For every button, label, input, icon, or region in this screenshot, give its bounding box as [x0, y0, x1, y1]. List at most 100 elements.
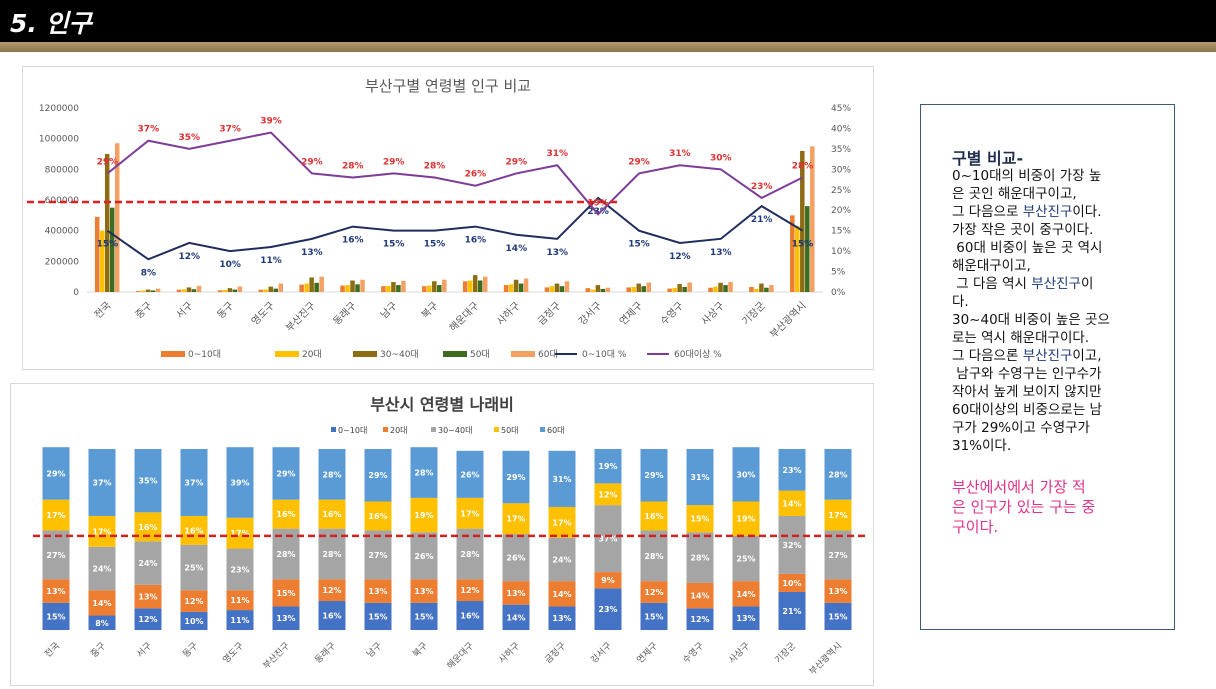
- bar: [646, 282, 651, 292]
- segment-label: 13%: [46, 587, 65, 596]
- data-label: 10%: [219, 260, 241, 270]
- stacked-segment: [640, 581, 668, 603]
- bar: [432, 281, 437, 292]
- segment-label: 14%: [736, 590, 755, 599]
- bar: [600, 288, 606, 292]
- data-label: 23%: [751, 182, 773, 192]
- x-tick-label: 동구: [215, 300, 237, 322]
- stacked-segment: [42, 579, 70, 603]
- stacked-segment: [594, 449, 622, 484]
- data-label: 15%: [383, 240, 405, 250]
- segment-label: 13%: [138, 593, 157, 602]
- data-label: 30%: [710, 153, 732, 163]
- stacked-segment: [134, 608, 162, 630]
- segment-label: 27%: [46, 551, 65, 560]
- stacked-segment: [364, 602, 392, 630]
- segment-label: 27%: [828, 551, 847, 560]
- bar: [790, 215, 795, 292]
- stacked-segment: [364, 449, 392, 502]
- segment-label: 15%: [414, 612, 433, 621]
- stacked-segment: [410, 532, 438, 580]
- segment-label: 24%: [138, 559, 157, 568]
- y-right-tick: 40%: [831, 124, 851, 134]
- stacked-segment: [318, 449, 346, 500]
- segment-label: 28%: [690, 554, 709, 563]
- segment-label: 14%: [782, 499, 801, 508]
- note-line: 그 다음 역시 부산진구이: [952, 276, 1094, 292]
- legend-label: 20대: [390, 426, 408, 435]
- segment-label: 16%: [322, 612, 341, 621]
- segment-label: 28%: [276, 550, 295, 559]
- data-label: 11%: [260, 256, 282, 266]
- segment-label: 15%: [276, 589, 295, 598]
- x-tick-label: 동구: [181, 640, 200, 659]
- x-tick-label: 부산진구: [283, 300, 318, 335]
- segment-label: 28%: [322, 470, 341, 479]
- data-label: 28%: [792, 162, 814, 172]
- segment-label: 29%: [644, 471, 663, 480]
- bar: [605, 287, 611, 292]
- legend-swatch: [353, 351, 377, 357]
- segment-label: 35%: [138, 477, 157, 486]
- stacked-segment: [824, 449, 852, 500]
- segment-label: 29%: [276, 469, 295, 478]
- bar: [687, 282, 692, 292]
- segment-label: 12%: [690, 615, 709, 624]
- bar: [442, 279, 447, 292]
- note-line: 은 곳인 해운대구이고,: [952, 186, 1077, 202]
- bar: [99, 230, 105, 292]
- bar: [427, 285, 432, 292]
- stacked-segment: [42, 530, 70, 580]
- stacked-segment: [318, 601, 346, 630]
- segment-label: 28%: [322, 550, 341, 559]
- stacked-segment: [732, 535, 760, 582]
- bar: [518, 283, 524, 292]
- data-label: 15%: [628, 240, 650, 250]
- bar: [437, 285, 442, 292]
- stacked-segment: [364, 501, 392, 531]
- segment-label: 14%: [690, 592, 709, 601]
- data-label: 15%: [97, 240, 119, 250]
- line-youth-pct: [106, 196, 804, 261]
- segment-label: 16%: [368, 512, 387, 521]
- data-label: 26%: [465, 170, 487, 180]
- bar: [391, 282, 396, 292]
- segment-label: 16%: [276, 510, 295, 519]
- stacked-segment: [640, 602, 668, 630]
- segment-label: 13%: [552, 614, 571, 623]
- segment-label: 14%: [506, 613, 525, 622]
- data-label: 29%: [628, 157, 650, 167]
- segment-label: 17%: [828, 511, 847, 520]
- x-tick-label: 중구: [89, 640, 108, 659]
- stacked-segment: [594, 572, 622, 589]
- y-right-tick: 35%: [831, 145, 851, 155]
- segment-label: 14%: [552, 590, 571, 599]
- segment-label: 28%: [414, 469, 433, 478]
- bar: [104, 154, 110, 292]
- segment-label: 17%: [506, 515, 525, 524]
- segment-label: 12%: [598, 490, 617, 499]
- segment-label: 14%: [92, 599, 111, 608]
- stacked-segment: [594, 483, 622, 506]
- bar: [304, 283, 309, 292]
- bar: [386, 285, 391, 292]
- data-label: 37%: [138, 125, 160, 135]
- bar: [150, 290, 156, 292]
- note-heading: 구별 비교-: [952, 149, 1024, 168]
- data-label: 15%: [424, 240, 446, 250]
- bar: [258, 289, 263, 292]
- segment-label: 19%: [736, 515, 755, 524]
- segment-label: 13%: [736, 614, 755, 623]
- stacked-segment: [594, 505, 622, 573]
- page-title: 5. 인구: [10, 9, 92, 38]
- y-left-tick: 200000: [45, 257, 80, 267]
- segment-label: 15%: [828, 612, 847, 621]
- x-tick-label: 북구: [411, 640, 430, 659]
- note-line: 작아서 높게 보이지 않지만: [952, 384, 1102, 400]
- segment-label: 25%: [736, 555, 755, 564]
- stacked-segment: [318, 579, 346, 602]
- header-bar: 5. 인구: [0, 0, 1216, 42]
- bar: [114, 143, 120, 292]
- y-right-tick: 25%: [831, 186, 851, 196]
- segment-label: 13%: [276, 614, 295, 623]
